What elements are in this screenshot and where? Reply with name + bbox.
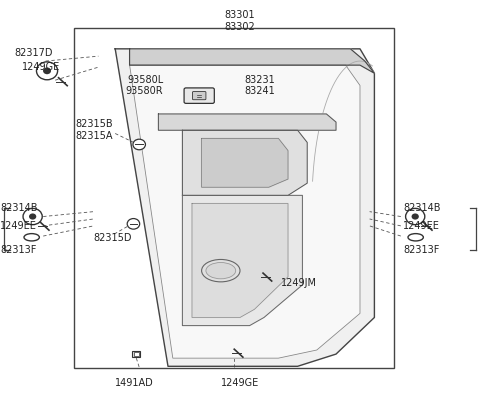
Ellipse shape <box>24 234 39 241</box>
Circle shape <box>133 139 145 150</box>
Polygon shape <box>192 204 288 317</box>
Circle shape <box>411 213 419 220</box>
FancyBboxPatch shape <box>184 88 214 103</box>
Text: 82315D: 82315D <box>94 233 132 243</box>
Text: 82315B
82315A: 82315B 82315A <box>75 119 113 141</box>
Text: 1249EE: 1249EE <box>403 221 440 231</box>
Text: 1249GE: 1249GE <box>22 62 60 72</box>
Text: 82313F: 82313F <box>403 245 440 255</box>
Text: 1491AD: 1491AD <box>115 378 154 388</box>
Ellipse shape <box>408 234 423 241</box>
Polygon shape <box>130 49 374 73</box>
Bar <box>134 352 139 356</box>
Circle shape <box>406 208 425 225</box>
Polygon shape <box>130 65 360 358</box>
Text: 82314B: 82314B <box>403 203 441 212</box>
Text: 1249JM: 1249JM <box>281 278 317 288</box>
Text: 1249EE: 1249EE <box>0 221 37 231</box>
Text: 83231
83241: 83231 83241 <box>245 74 276 96</box>
FancyBboxPatch shape <box>192 92 206 100</box>
Circle shape <box>36 62 58 80</box>
Polygon shape <box>158 114 336 130</box>
Text: 93580L
93580R: 93580L 93580R <box>126 74 163 96</box>
Bar <box>132 351 140 357</box>
Ellipse shape <box>206 263 236 279</box>
Polygon shape <box>202 138 288 187</box>
Text: 1249GE: 1249GE <box>221 378 259 388</box>
Polygon shape <box>115 49 374 366</box>
Circle shape <box>43 68 51 74</box>
Polygon shape <box>182 195 302 326</box>
Circle shape <box>127 219 140 229</box>
Text: 83301
83302: 83301 83302 <box>225 10 255 32</box>
Bar <box>74 28 394 368</box>
Circle shape <box>23 208 42 225</box>
Polygon shape <box>182 130 307 195</box>
Text: 82314B: 82314B <box>0 203 37 212</box>
Ellipse shape <box>202 260 240 282</box>
Circle shape <box>29 213 36 220</box>
Text: 82313F: 82313F <box>0 245 36 255</box>
Text: 82317D: 82317D <box>14 48 53 58</box>
